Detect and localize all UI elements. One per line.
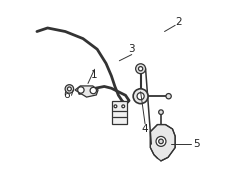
Circle shape (139, 67, 143, 71)
Circle shape (67, 87, 71, 91)
Text: 4: 4 (142, 124, 148, 134)
Text: 5: 5 (193, 139, 200, 149)
Circle shape (114, 105, 117, 108)
Polygon shape (150, 125, 175, 161)
Circle shape (90, 87, 96, 94)
Circle shape (65, 85, 74, 93)
Circle shape (159, 139, 163, 144)
Text: 2: 2 (175, 17, 182, 27)
Circle shape (133, 89, 148, 104)
Text: 3: 3 (128, 44, 135, 54)
Circle shape (166, 94, 171, 99)
Circle shape (122, 105, 125, 108)
FancyBboxPatch shape (112, 101, 127, 124)
Circle shape (159, 110, 163, 114)
Circle shape (156, 136, 166, 146)
Text: 6: 6 (64, 90, 70, 100)
Polygon shape (75, 86, 98, 97)
Text: 1: 1 (91, 70, 98, 80)
Circle shape (137, 93, 144, 100)
Circle shape (78, 87, 84, 93)
Circle shape (136, 64, 146, 74)
